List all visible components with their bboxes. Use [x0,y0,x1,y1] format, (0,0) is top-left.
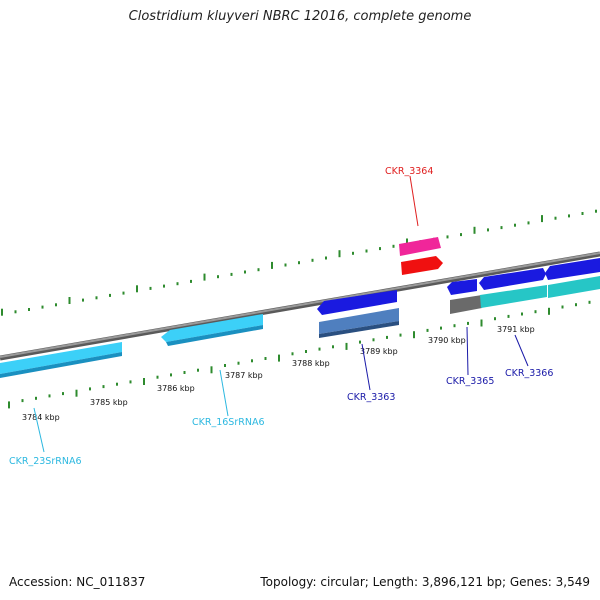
gene-label-ckr-3363: CKR_3363 [347,392,395,403]
scale-label-3784: 3784 kbp [22,413,60,422]
genome-summary-text: Topology: circular; Length: 3,896,121 bp… [260,575,590,589]
feature-ckr-3364[interactable] [399,237,443,275]
gene-label-ckr-3364: CKR_3364 [385,166,433,177]
genome-title: Clostridium kluyveri NBRC 12016, complet… [128,9,472,24]
feature-ckr-3363[interactable] [317,290,399,338]
gene-label-ckr-23srrna6: CKR_23SrRNA6 [9,456,82,467]
gene-label-ckr-3366: CKR_3366 [505,368,553,379]
scale-label-3791: 3791 kbp [497,325,535,334]
label-leaders [33,175,529,453]
accession-text: Accession: NC_011837 [9,575,146,589]
feature-ckr-23srrna6[interactable] [0,342,122,378]
gene-label-ckr-3365: CKR_3365 [446,376,494,387]
scale-label-3788: 3788 kbp [292,359,330,368]
tick-row-lower [8,300,591,409]
feature-ckr-3366[interactable] [479,258,600,308]
scale-label-3786: 3786 kbp [157,384,195,393]
scale-label-3790: 3790 kbp [428,336,466,345]
feature-ckr-16srrna6[interactable] [161,314,263,346]
tick-row-upper [1,209,597,316]
scale-labels: 3784 kbp 3785 kbp 3786 kbp 3787 kbp 3788… [22,325,535,422]
scale-label-3789: 3789 kbp [360,347,398,356]
genome-backbone [0,251,600,361]
gene-label-ckr-16srrna6: CKR_16SrRNA6 [192,417,265,428]
feature-ckr-3365[interactable] [447,279,482,314]
scale-label-3785: 3785 kbp [90,398,128,407]
scale-label-3787: 3787 kbp [225,371,263,380]
